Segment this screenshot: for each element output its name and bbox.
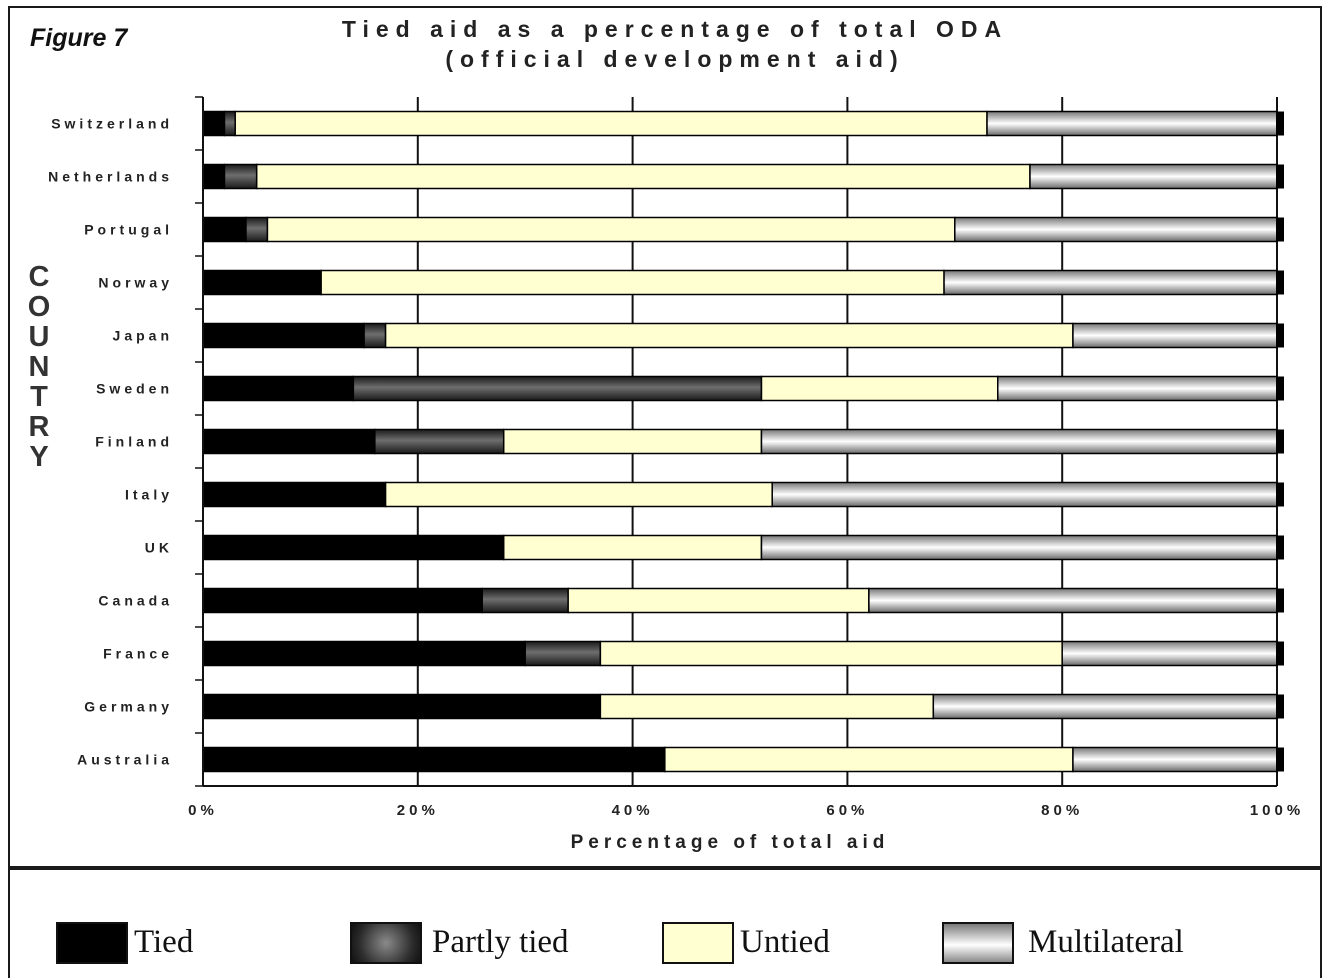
legend-swatch-untied [662,922,734,964]
legend-swatch-tied [56,922,128,964]
chart-title: Tied aid as a percentage of total ODA [341,16,1009,42]
legend-swatch-multilateral [942,922,1014,964]
legend-panel [8,868,1322,978]
legend-label-multilateral: Multilateral [1028,924,1184,960]
x-axis-label: Percentage of total aid [570,832,890,853]
y-axis-label: COUNTRY [27,261,51,473]
legend-swatch-partly-tied [350,922,422,964]
legend-label-tied: Tied [134,924,194,960]
chart-frame [8,6,1322,868]
figure-label: Figure 7 [30,24,128,52]
chart-subtitle: (official development aid) [445,46,905,72]
legend-label-untied: Untied [740,924,830,960]
legend-label-partly-tied: Partly tied [432,924,569,960]
